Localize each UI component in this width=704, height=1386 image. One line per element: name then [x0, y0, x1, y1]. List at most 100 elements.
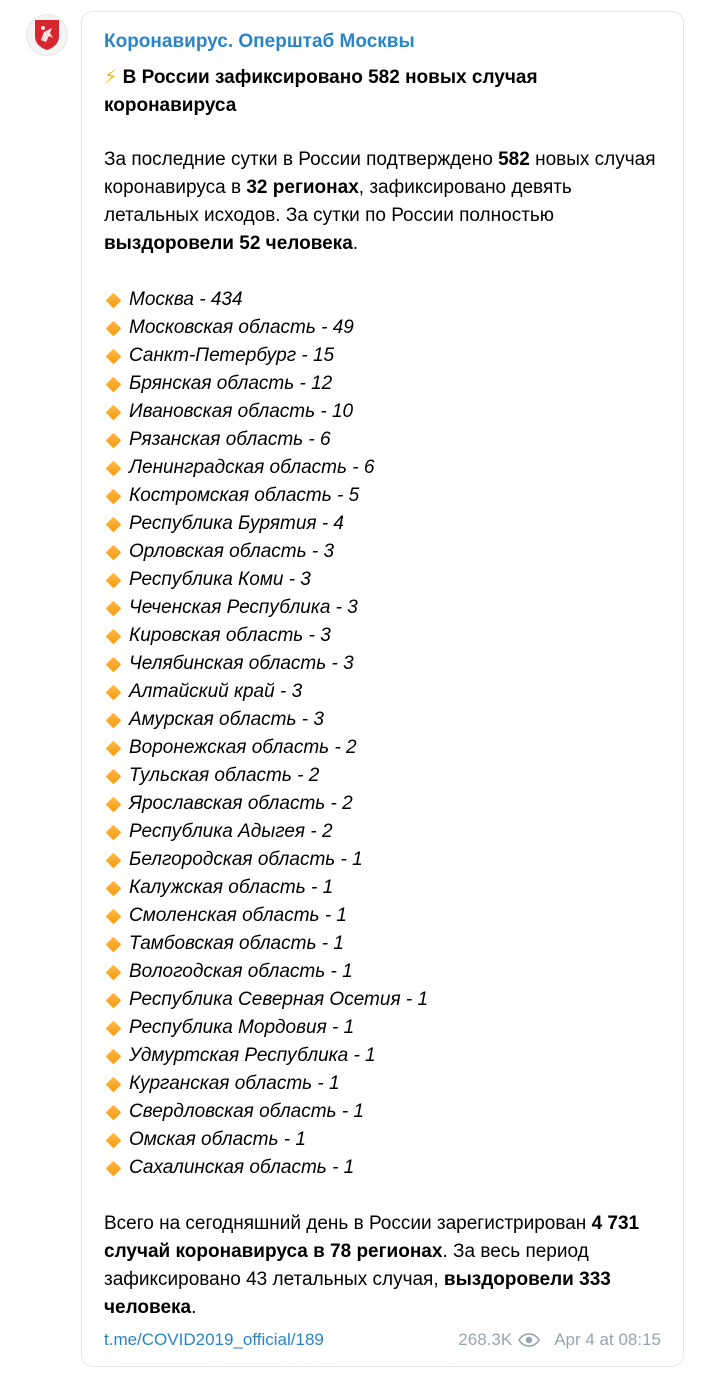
orange-diamond-icon	[105, 712, 121, 728]
region-item: Республика Мордовия - 1	[104, 1014, 664, 1042]
region-item: Тульская область - 2	[104, 762, 664, 790]
summary-text: . За весь период зафиксировано 43 леталь…	[104, 1241, 589, 1290]
orange-diamond-icon	[105, 740, 121, 756]
region-item: Смоленская область - 1	[104, 902, 664, 930]
summary-text: .	[191, 1297, 197, 1318]
orange-diamond-icon	[105, 460, 121, 476]
region-text: Ярославская область - 2	[129, 793, 353, 814]
region-item: Кировская область - 3	[104, 622, 664, 650]
orange-diamond-icon	[105, 600, 121, 616]
message-card: Коронавирус. Оперштаб Москвы ⚡ В России …	[81, 11, 684, 1367]
region-text: Белгородская область - 1	[129, 849, 363, 870]
orange-diamond-icon	[105, 488, 121, 504]
region-item: Республика Коми - 3	[104, 566, 664, 594]
headline-text: В России зафиксировано 582 новых случая …	[104, 67, 538, 116]
orange-diamond-icon	[105, 572, 121, 588]
region-text: Костромская область - 5	[129, 485, 360, 506]
region-text: Республика Мордовия - 1	[129, 1017, 355, 1038]
region-text: Курганская область - 1	[129, 1073, 340, 1094]
region-text: Московская область - 49	[129, 317, 354, 338]
orange-diamond-icon	[105, 964, 121, 980]
region-item: Вологодская область - 1	[104, 958, 664, 986]
region-text: Алтайский край - 3	[129, 681, 303, 702]
orange-diamond-icon	[105, 992, 121, 1008]
intro-text: .	[352, 233, 359, 254]
region-item: Чеченская Республика - 3	[104, 594, 664, 622]
post-date: Apr 4 at 08:15	[554, 1330, 661, 1349]
lightning-icon: ⚡	[104, 67, 118, 88]
region-text: Амурская область - 3	[129, 709, 324, 730]
orange-diamond-icon	[105, 768, 121, 784]
orange-diamond-icon	[105, 880, 121, 896]
region-item: Омская область - 1	[104, 1126, 664, 1154]
region-item: Брянская область - 12	[104, 370, 664, 398]
intro-bold: 582	[498, 149, 530, 170]
region-item: Курганская область - 1	[104, 1070, 664, 1098]
intro-bold: 32 регионах	[246, 177, 359, 198]
region-item: Московская область - 49	[104, 314, 664, 342]
region-item: Воронежская область - 2	[104, 734, 664, 762]
eye-icon	[518, 1333, 541, 1347]
summary-bold: 4 731 случай коронавируса в 78 регионах	[104, 1213, 640, 1262]
summary-text: Всего на сегодняшний день в России зарег…	[104, 1213, 592, 1234]
intro-text: За последние сутки в России подтверждено	[104, 149, 499, 170]
post-summary: Всего на сегодняшний день в России зарег…	[104, 1210, 664, 1322]
region-text: Республика Коми - 3	[129, 569, 311, 590]
region-text: Ивановская область - 10	[129, 401, 354, 422]
region-item: Тамбовская область - 1	[104, 930, 664, 958]
region-text: Удмуртская Республика - 1	[129, 1045, 376, 1066]
channel-name[interactable]: Коронавирус. Оперштаб Москвы	[104, 31, 415, 52]
region-item: Ивановская область - 10	[104, 398, 664, 426]
region-text: Орловская область - 3	[129, 541, 335, 562]
region-text: Санкт-Петербург - 15	[129, 345, 335, 366]
region-text: Республика Бурятия - 4	[129, 513, 345, 534]
orange-diamond-icon	[105, 656, 121, 672]
region-text: Смоленская область - 1	[129, 905, 347, 926]
region-text: Кировская область - 3	[129, 625, 331, 646]
region-item: Орловская область - 3	[104, 538, 664, 566]
post-footer: t.me/COVID2019_official/189 268.3K Apr 4…	[104, 1328, 661, 1352]
orange-diamond-icon	[105, 1076, 121, 1092]
orange-diamond-icon	[105, 432, 121, 448]
intro-bold: выздоровели 52 человека	[104, 233, 353, 254]
region-text: Воронежская область - 2	[129, 737, 357, 758]
orange-diamond-icon	[105, 796, 121, 812]
orange-diamond-icon	[105, 516, 121, 532]
region-text: Свердловская область - 1	[129, 1101, 364, 1122]
orange-diamond-icon	[105, 852, 121, 868]
channel-avatar[interactable]	[26, 14, 68, 56]
post-intro: За последние сутки в России подтверждено…	[104, 146, 664, 258]
region-item: Москва - 434	[104, 286, 664, 314]
region-item: Сахалинская область - 1	[104, 1154, 664, 1182]
post-link[interactable]: t.me/COVID2019_official/189	[104, 1330, 324, 1349]
orange-diamond-icon	[105, 544, 121, 560]
region-item: Свердловская область - 1	[104, 1098, 664, 1126]
region-item: Республика Северная Осетия - 1	[104, 986, 664, 1014]
orange-diamond-icon	[105, 376, 121, 392]
region-text: Калужская область - 1	[129, 877, 334, 898]
post-headline: ⚡ В России зафиксировано 582 новых случа…	[104, 64, 664, 120]
region-text: Москва - 434	[129, 289, 243, 310]
region-item: Республика Адыгея - 2	[104, 818, 664, 846]
region-text: Брянская область - 12	[129, 373, 333, 394]
region-text: Тамбовская область - 1	[129, 933, 344, 954]
region-item: Костромская область - 5	[104, 482, 664, 510]
orange-diamond-icon	[105, 628, 121, 644]
region-text: Республика Северная Осетия - 1	[129, 989, 429, 1010]
summary-bold: выздоровели 333 человека	[104, 1269, 611, 1318]
orange-diamond-icon	[105, 292, 121, 308]
region-text: Челябинская область - 3	[129, 653, 354, 674]
view-count: 268.3K	[458, 1330, 513, 1349]
region-item: Рязанская область - 6	[104, 426, 664, 454]
orange-diamond-icon	[105, 936, 121, 952]
region-item: Санкт-Петербург - 15	[104, 342, 664, 370]
orange-diamond-icon	[105, 1132, 121, 1148]
moscow-coat-of-arms-icon	[35, 20, 59, 50]
orange-diamond-icon	[105, 824, 121, 840]
region-text: Рязанская область - 6	[129, 429, 331, 450]
orange-diamond-icon	[105, 320, 121, 336]
region-item: Алтайский край - 3	[104, 678, 664, 706]
region-text: Республика Адыгея - 2	[129, 821, 333, 842]
intro-text: новых случая коронавируса в	[104, 149, 656, 198]
region-text: Ленинградская область - 6	[129, 457, 375, 478]
